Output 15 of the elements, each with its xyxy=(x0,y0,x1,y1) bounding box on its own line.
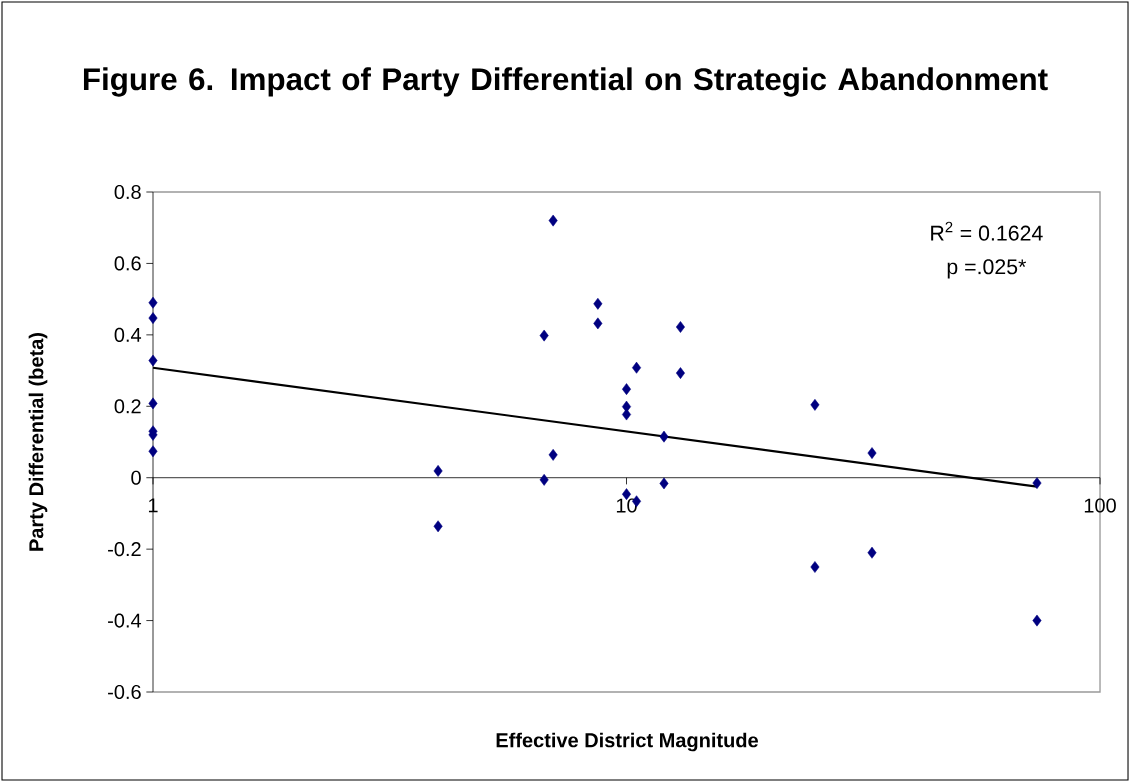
y-tick-label: 0.2 xyxy=(114,399,141,414)
chart-title: Figure 6. Impact of Party Differential on Strategic Abandonment xyxy=(83,67,1048,97)
y-tick-label: -0.6 xyxy=(108,684,141,700)
y-axis-title: Party Differential (beta) xyxy=(28,332,48,551)
annotation: p =.025* xyxy=(947,259,1027,279)
y-tick-label: 0.8 xyxy=(114,184,141,200)
y-tick-label: 0.6 xyxy=(114,256,141,271)
y-tick-label: 0 xyxy=(131,470,141,485)
x-tick-label: 100 xyxy=(1084,498,1116,513)
x-axis-title: Effective District Magnitude xyxy=(496,732,758,752)
y-tick-label: -0.2 xyxy=(108,542,141,557)
y-tick-label: -0.4 xyxy=(108,613,142,628)
annotation: R$^{2}$ = 0.1624 xyxy=(931,221,1043,241)
y-tick-label: 0.4 xyxy=(114,327,142,342)
x-tick-label: 1 xyxy=(148,498,158,513)
